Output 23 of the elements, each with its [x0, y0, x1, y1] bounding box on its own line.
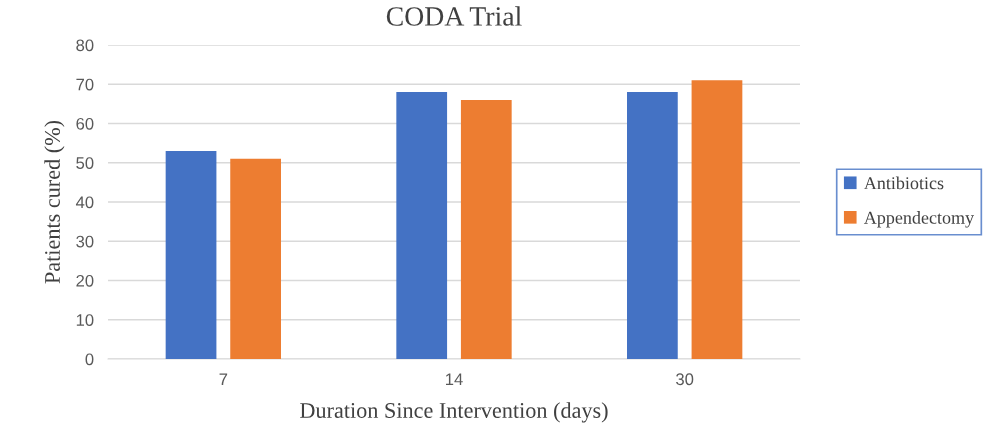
y-tick-label: 40: [75, 196, 94, 209]
y-tick-label: 60: [76, 117, 94, 130]
x-tick-label: 14: [446, 373, 463, 385]
x-tick-label: 30: [676, 373, 694, 386]
y-tick-label: 0: [85, 353, 94, 366]
y-tick-label: 30: [76, 235, 94, 248]
bar: [230, 158, 281, 359]
y-tick-label: 80: [76, 39, 94, 52]
y-tick-label: 10: [76, 314, 94, 326]
bar: [460, 99, 512, 359]
y-axis-title: Patients cured (%): [44, 120, 65, 284]
bar: [627, 92, 678, 359]
x-axis-title: Duration Since Intervention (days): [300, 402, 608, 423]
y-tick-label: 70: [76, 78, 94, 91]
chart-title: CODA Trial: [386, 6, 522, 26]
y-tick-label: 50: [76, 157, 94, 169]
x-tick-label: 7: [219, 373, 228, 385]
legend-label: Antibiotics: [863, 176, 944, 190]
y-tick-label: 20: [76, 274, 94, 287]
bar: [165, 150, 217, 359]
legend-label: Appendectomy: [863, 211, 975, 228]
bar: [396, 92, 448, 359]
bar: [691, 80, 743, 359]
